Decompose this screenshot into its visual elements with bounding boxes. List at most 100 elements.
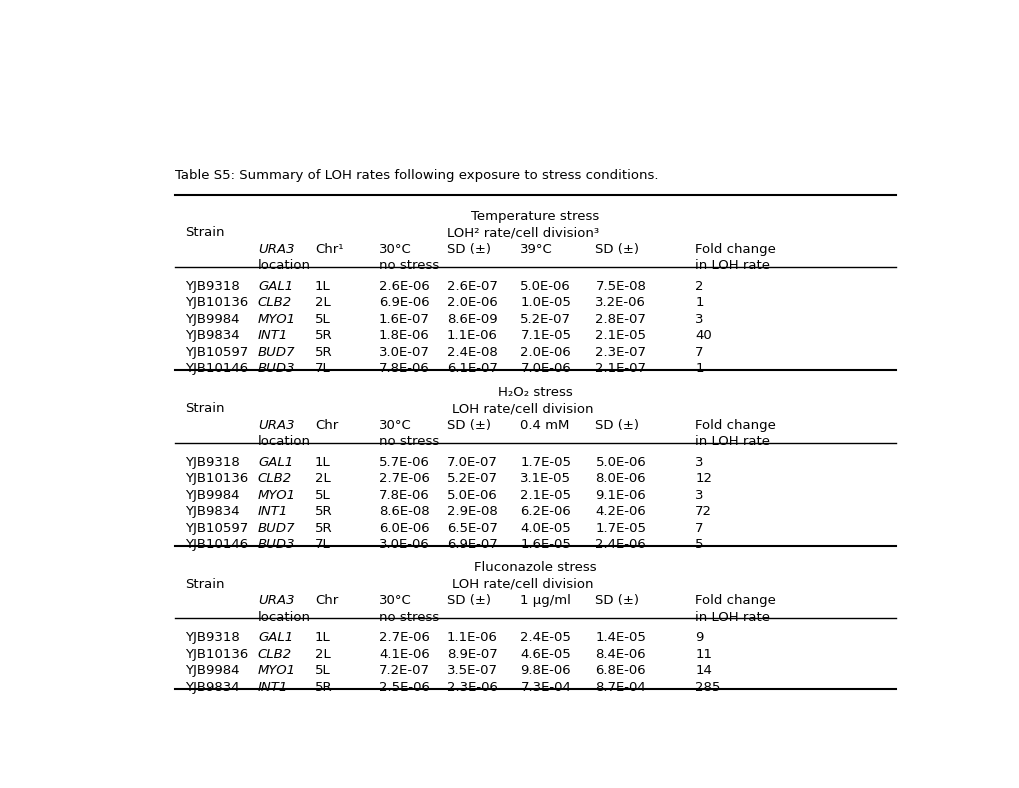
Text: 3.0E-07: 3.0E-07 [378,346,429,359]
Text: GAL1: GAL1 [258,455,292,469]
Text: YJB9984: YJB9984 [185,664,239,678]
Text: 6.5E-07: 6.5E-07 [446,522,497,534]
Text: 30°C: 30°C [378,243,412,256]
Text: 2.0E-06: 2.0E-06 [520,346,571,359]
Text: Fold change: Fold change [694,243,775,256]
Text: 2.6E-06: 2.6E-06 [378,280,429,293]
Text: 7.5E-08: 7.5E-08 [595,280,646,293]
Text: no stress: no stress [378,259,439,273]
Text: 5L: 5L [315,489,330,502]
Text: 1L: 1L [315,280,330,293]
Text: CLB2: CLB2 [258,296,291,310]
Text: CLB2: CLB2 [258,472,291,485]
Text: 1.7E-05: 1.7E-05 [595,522,646,534]
Text: 2L: 2L [315,296,330,310]
Text: no stress: no stress [378,611,439,624]
Text: SD (±): SD (±) [595,418,639,432]
Text: 3.2E-06: 3.2E-06 [595,296,646,310]
Text: 6.9E-07: 6.9E-07 [446,538,497,551]
Text: SD (±): SD (±) [595,243,639,256]
Text: MYO1: MYO1 [258,313,296,325]
Text: 7.8E-06: 7.8E-06 [378,362,429,375]
Text: 2.4E-08: 2.4E-08 [446,346,497,359]
Text: 2.6E-07: 2.6E-07 [446,280,497,293]
Text: INT1: INT1 [258,329,288,342]
Text: YJB9834: YJB9834 [185,329,239,342]
Text: 2.7E-06: 2.7E-06 [378,631,429,645]
Text: 7.8E-06: 7.8E-06 [378,489,429,502]
Text: 8.6E-08: 8.6E-08 [378,505,429,518]
Text: 14: 14 [694,664,711,678]
Text: SD (±): SD (±) [595,594,639,608]
Text: 9.1E-06: 9.1E-06 [595,489,646,502]
Text: 3.0E-06: 3.0E-06 [378,538,429,551]
Text: LOH rate/cell division: LOH rate/cell division [451,402,593,415]
Text: 2.9E-08: 2.9E-08 [446,505,497,518]
Text: 1: 1 [694,362,703,375]
Text: 2.5E-06: 2.5E-06 [378,681,429,693]
Text: 1.1E-06: 1.1E-06 [446,329,497,342]
Text: 285: 285 [694,681,719,693]
Text: 5.0E-06: 5.0E-06 [446,489,497,502]
Text: SD (±): SD (±) [446,418,490,432]
Text: YJB9984: YJB9984 [185,313,239,325]
Text: 5.7E-06: 5.7E-06 [378,455,429,469]
Text: INT1: INT1 [258,505,288,518]
Text: 7: 7 [694,522,703,534]
Text: 6.1E-07: 6.1E-07 [446,362,497,375]
Text: URA3: URA3 [258,243,294,256]
Text: 3: 3 [694,455,703,469]
Text: YJB9318: YJB9318 [185,631,239,645]
Text: YJB10597: YJB10597 [185,346,249,359]
Text: YJB10136: YJB10136 [185,472,249,485]
Text: in LOH rate: in LOH rate [694,259,769,273]
Text: Table S5: Summary of LOH rates following exposure to stress conditions.: Table S5: Summary of LOH rates following… [175,169,658,181]
Text: 1.0E-05: 1.0E-05 [520,296,571,310]
Text: location: location [258,611,311,624]
Text: Fluconazole stress: Fluconazole stress [474,561,596,574]
Text: location: location [258,435,311,448]
Text: 0.4 mM: 0.4 mM [520,418,570,432]
Text: 8.9E-07: 8.9E-07 [446,648,497,661]
Text: 5L: 5L [315,664,330,678]
Text: 2.1E-05: 2.1E-05 [520,489,571,502]
Text: Temperature stress: Temperature stress [471,210,599,223]
Text: 3: 3 [694,489,703,502]
Text: 5: 5 [694,538,703,551]
Text: 5R: 5R [315,522,332,534]
Text: BUD7: BUD7 [258,346,296,359]
Text: 11: 11 [694,648,711,661]
Text: INT1: INT1 [258,681,288,693]
Text: MYO1: MYO1 [258,664,296,678]
Text: 7L: 7L [315,362,330,375]
Text: BUD7: BUD7 [258,522,296,534]
Text: 3.1E-05: 3.1E-05 [520,472,571,485]
Text: YJB9318: YJB9318 [185,280,239,293]
Text: 1.6E-07: 1.6E-07 [378,313,429,325]
Text: 4.2E-06: 4.2E-06 [595,505,646,518]
Text: 5.2E-07: 5.2E-07 [520,313,571,325]
Text: 2.1E-07: 2.1E-07 [595,362,646,375]
Text: 6.8E-06: 6.8E-06 [595,664,645,678]
Text: no stress: no stress [378,435,439,448]
Text: 12: 12 [694,472,711,485]
Text: 2.3E-07: 2.3E-07 [595,346,646,359]
Text: YJB10597: YJB10597 [185,522,249,534]
Text: Chr: Chr [315,594,337,608]
Text: BUD3: BUD3 [258,362,296,375]
Text: H₂O₂ stress: H₂O₂ stress [497,385,573,399]
Text: 1.7E-05: 1.7E-05 [520,455,571,469]
Text: 3.5E-07: 3.5E-07 [446,664,497,678]
Text: 2.8E-07: 2.8E-07 [595,313,646,325]
Text: 9.8E-06: 9.8E-06 [520,664,571,678]
Text: Strain: Strain [185,578,224,591]
Text: 7.2E-07: 7.2E-07 [378,664,429,678]
Text: 8.0E-06: 8.0E-06 [595,472,645,485]
Text: 7.1E-05: 7.1E-05 [520,329,571,342]
Text: YJB10146: YJB10146 [185,538,248,551]
Text: 2.0E-06: 2.0E-06 [446,296,497,310]
Text: 72: 72 [694,505,711,518]
Text: 1.8E-06: 1.8E-06 [378,329,429,342]
Text: 5.2E-07: 5.2E-07 [446,472,497,485]
Text: 30°C: 30°C [378,418,412,432]
